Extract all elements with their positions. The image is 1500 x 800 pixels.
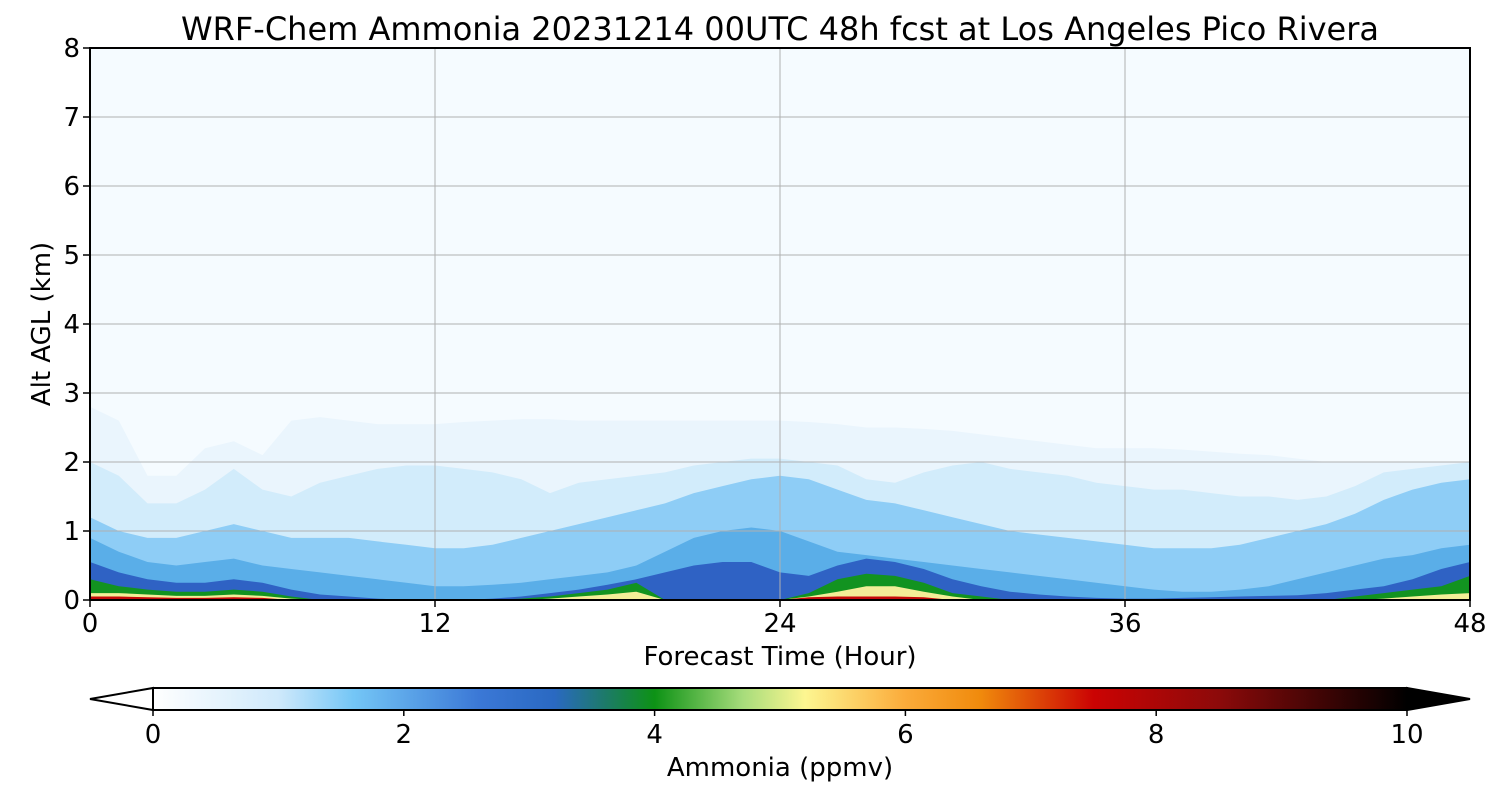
y-tick-label: 1	[63, 517, 80, 547]
y-tick-label: 2	[63, 448, 80, 478]
y-tick-label: 3	[63, 379, 80, 409]
colorbar-tick-label: 8	[1148, 720, 1165, 750]
colorbar-extend-high	[1406, 686, 1471, 712]
colorbar-ticks: 0 2 4 6 8 10	[145, 710, 1424, 750]
colorbar-tick-label: 2	[396, 720, 413, 750]
chart-title: WRF-Chem Ammonia 20231214 00UTC 48h fcst…	[181, 10, 1379, 48]
x-tick-label: 48	[1453, 609, 1486, 639]
y-tick-label: 0	[63, 586, 80, 616]
colorbar-tick-label: 0	[145, 720, 162, 750]
colorbar-tick-label: 4	[646, 720, 663, 750]
x-axis: 0 12 24 36 48	[82, 600, 1487, 639]
y-tick-label: 6	[63, 172, 80, 202]
x-tick-label: 24	[763, 609, 796, 639]
colorbar-extend-low	[89, 686, 154, 712]
y-axis: 0 1 2 3 4 5 6 7 8	[63, 34, 90, 616]
y-axis-label: Alt AGL (km)	[27, 242, 57, 406]
colorbar: 0 2 4 6 8 10 Ammonia (ppmv)	[89, 686, 1471, 783]
y-tick-label: 5	[63, 241, 80, 271]
y-tick-label: 8	[63, 34, 80, 64]
colorbar-tick-label: 10	[1390, 720, 1423, 750]
colorbar-tick-label: 6	[897, 720, 914, 750]
y-tick-label: 4	[63, 310, 80, 340]
x-axis-label: Forecast Time (Hour)	[643, 642, 916, 672]
colorbar-label: Ammonia (ppmv)	[667, 753, 893, 783]
x-tick-label: 36	[1108, 609, 1141, 639]
grid	[90, 48, 1470, 600]
colorbar-ramp	[152, 687, 1408, 711]
y-tick-label: 7	[63, 103, 80, 133]
x-tick-label: 12	[418, 609, 451, 639]
x-tick-label: 0	[82, 609, 99, 639]
